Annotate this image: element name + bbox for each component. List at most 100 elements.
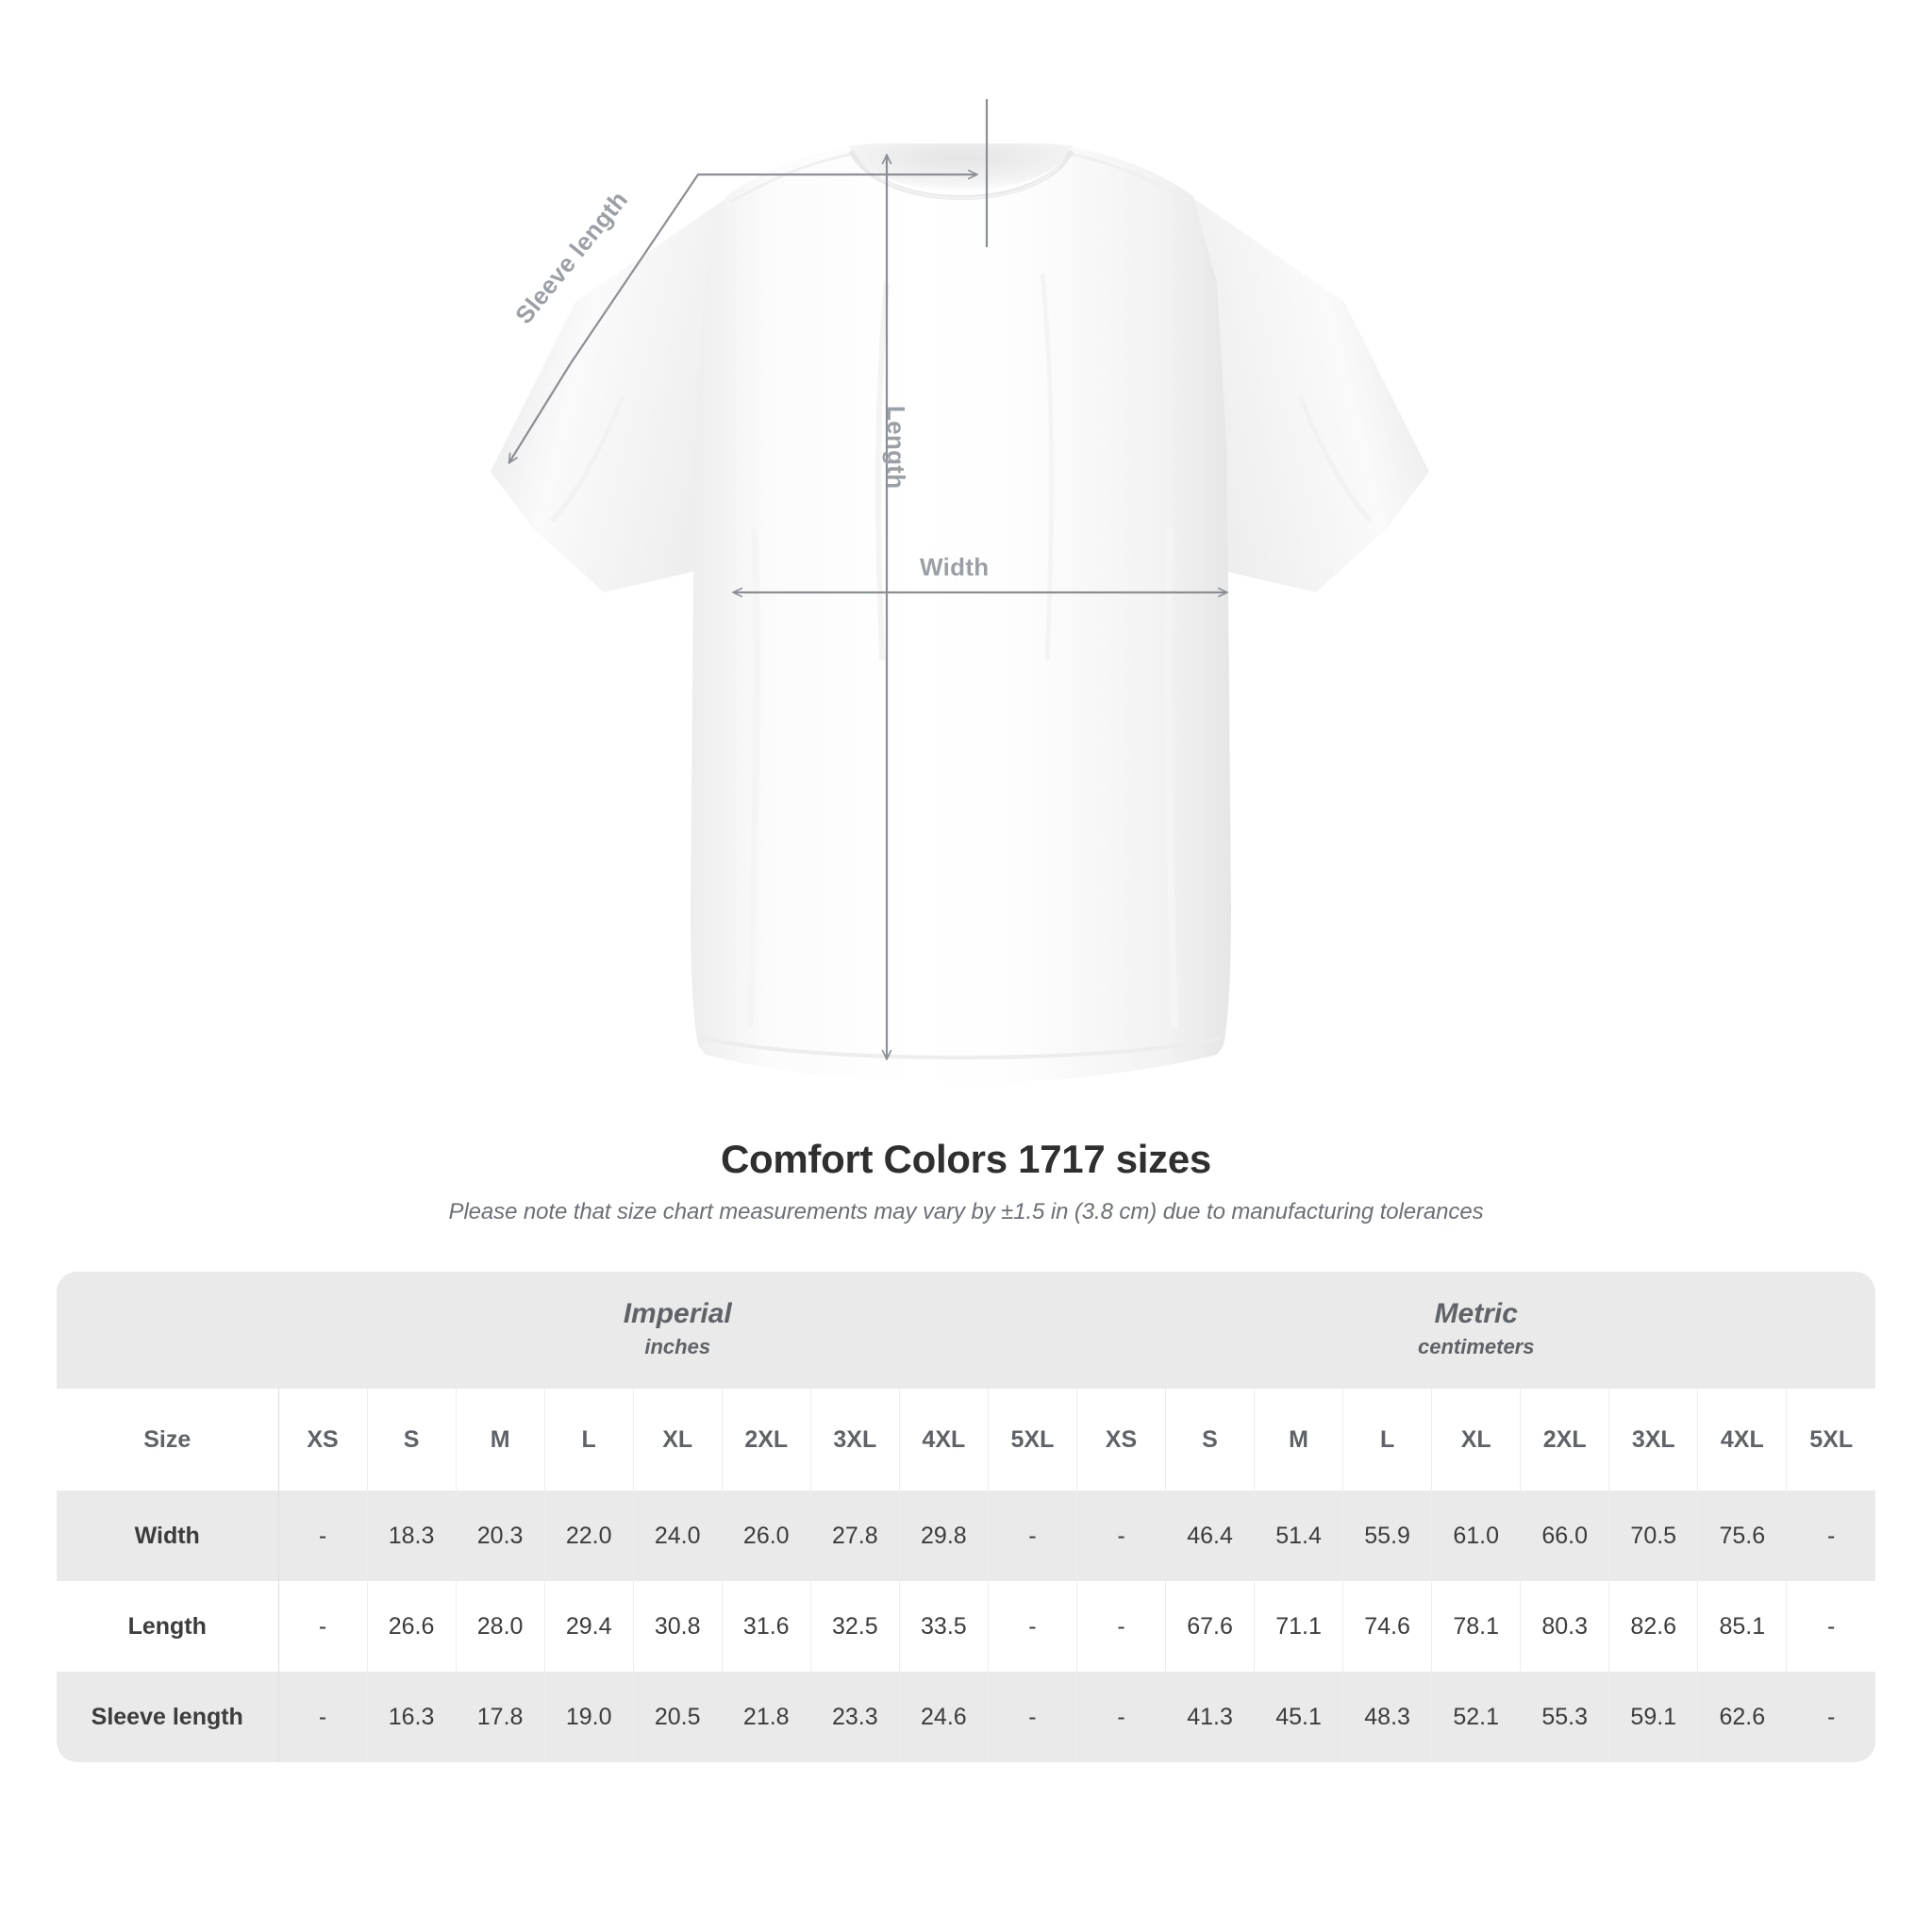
page-title: Comfort Colors 1717 sizes: [720, 1137, 1211, 1181]
cell-width-metric-xl: 61.0: [1431, 1491, 1522, 1581]
size-chart-table-container: Imperial inches Metric centimeters Size X…: [57, 1272, 1875, 1762]
cell-width-metric-2xl: 66.0: [1520, 1491, 1610, 1581]
cell-width-metric-l: 55.9: [1342, 1491, 1433, 1581]
unit-group-metric-sub: centimeters: [1417, 1334, 1535, 1358]
cell-length-imperial-s: 26.6: [367, 1581, 457, 1672]
table-row: Width -18.3 20.3 22.0 24.0 26.0 27.8 29.8- -46.4…: [57, 1491, 1875, 1581]
cell-sleeve-length-imperial-xs: -: [278, 1672, 368, 1762]
size-chart-table: Imperial inches Metric centimeters Size X…: [57, 1272, 1875, 1762]
cell-width-imperial-4xl: 29.8: [899, 1491, 989, 1581]
table-row: Length -26.6 28.0 29.4 30.8 31.6 32.5 33.5- -67.…: [57, 1581, 1875, 1672]
cell-length-imperial-l: 29.4: [544, 1581, 634, 1672]
cell-sleeve-length-imperial-s: 16.3: [367, 1672, 457, 1762]
size-chart-tbody: Width -18.3 20.3 22.0 24.0 26.0 27.8 29.8- -46.4…: [57, 1491, 1875, 1762]
size-header-metric-xs: XS: [1075, 1389, 1167, 1491]
cell-width-imperial-2xl: 26.0: [722, 1491, 811, 1581]
cell-sleeve-length-imperial-m: 17.8: [456, 1672, 545, 1762]
cell-sleeve-length-metric-xs: -: [1075, 1672, 1167, 1762]
size-header-metric-3xl: 3XL: [1608, 1389, 1699, 1491]
cell-sleeve-length-imperial-4xl: 24.6: [899, 1672, 989, 1762]
cell-length-imperial-5xl: -: [988, 1581, 1077, 1672]
size-header-metric-m: M: [1254, 1389, 1344, 1491]
cell-sleeve-length-imperial-3xl: 23.3: [810, 1672, 900, 1762]
size-header-imperial-xs: XS: [278, 1389, 368, 1491]
cell-sleeve-length-metric-xl: 52.1: [1431, 1672, 1522, 1762]
size-header-imperial-s: S: [367, 1389, 457, 1491]
cell-width-metric-m: 51.4: [1254, 1491, 1344, 1581]
size-header-metric-5xl: 5XL: [1786, 1389, 1875, 1491]
size-header-imperial-4xl: 4XL: [899, 1389, 989, 1491]
unit-group-metric: Metric centimeters: [1076, 1272, 1875, 1389]
cell-length-imperial-2xl: 31.6: [722, 1581, 811, 1672]
size-header-imperial-5xl: 5XL: [988, 1389, 1077, 1491]
cell-width-metric-xs: -: [1075, 1491, 1167, 1581]
cell-length-imperial-3xl: 32.5: [810, 1581, 900, 1672]
cell-length-metric-l: 74.6: [1342, 1581, 1433, 1672]
cell-width-imperial-m: 20.3: [456, 1491, 545, 1581]
cell-sleeve-length-metric-2xl: 55.3: [1520, 1672, 1610, 1762]
cell-length-metric-xl: 78.1: [1431, 1581, 1522, 1672]
cell-width-metric-3xl: 70.5: [1608, 1491, 1699, 1581]
unit-spacer-cell: [57, 1272, 278, 1389]
cell-length-metric-3xl: 82.6: [1608, 1581, 1699, 1672]
size-header-metric-l: L: [1342, 1389, 1433, 1491]
size-header-imperial-2xl: 2XL: [722, 1389, 811, 1491]
row-label-length: Length: [57, 1581, 279, 1672]
cell-length-imperial-m: 28.0: [456, 1581, 545, 1672]
size-header-metric-4xl: 4XL: [1697, 1389, 1788, 1491]
cell-sleeve-length-metric-5xl: -: [1786, 1672, 1875, 1762]
tolerance-note: Please note that size chart measurements…: [448, 1199, 1484, 1224]
cell-sleeve-length-metric-s: 41.3: [1165, 1672, 1256, 1762]
length-label: Length: [882, 406, 910, 490]
cell-width-imperial-3xl: 27.8: [810, 1491, 900, 1581]
cell-length-metric-5xl: -: [1786, 1581, 1875, 1672]
table-row: Sleeve length -16.3 17.8 19.0 20.5 21.8 23.3 24…: [57, 1672, 1875, 1762]
cell-sleeve-length-imperial-2xl: 21.8: [722, 1672, 811, 1762]
unit-group-imperial: Imperial inches: [278, 1272, 1077, 1389]
cell-width-metric-5xl: -: [1786, 1491, 1875, 1581]
size-chart-thead: Imperial inches Metric centimeters Size X…: [57, 1272, 1875, 1491]
unit-group-imperial-sub: inches: [644, 1334, 711, 1358]
cell-sleeve-length-metric-4xl: 62.6: [1697, 1672, 1788, 1762]
size-header-imperial-m: M: [456, 1389, 545, 1491]
cell-length-imperial-xl: 30.8: [633, 1581, 723, 1672]
size-header-metric-xl: XL: [1431, 1389, 1522, 1491]
size-header-metric-s: S: [1165, 1389, 1256, 1491]
tshirt-collar: [849, 143, 1074, 192]
cell-length-metric-xs: -: [1075, 1581, 1167, 1672]
tshirt-left-sleeve: [491, 198, 736, 592]
cell-length-metric-2xl: 80.3: [1520, 1581, 1610, 1672]
size-header-imperial-3xl: 3XL: [810, 1389, 900, 1491]
unit-group-imperial-name: Imperial: [623, 1298, 732, 1330]
unit-group-metric-name: Metric: [1434, 1298, 1518, 1330]
cell-width-imperial-xs: -: [278, 1491, 368, 1581]
cell-sleeve-length-metric-m: 45.1: [1254, 1672, 1344, 1762]
cell-width-imperial-s: 18.3: [367, 1491, 457, 1581]
title-block: Comfort Colors 1717 sizes Please note th…: [0, 1137, 1932, 1225]
cell-sleeve-length-imperial-xl: 20.5: [633, 1672, 723, 1762]
size-header-row: Size XS S M L XL 2XL 3XL 4XL 5XL XS S M L XL 2XL 3XL 4XL 5…: [57, 1389, 1875, 1491]
tshirt-diagram: Sleeve length Length Width: [491, 99, 1429, 1083]
size-header-imperial-xl: XL: [633, 1389, 723, 1491]
cell-sleeve-length-imperial-l: 19.0: [544, 1672, 634, 1762]
cell-length-metric-m: 71.1: [1254, 1581, 1344, 1672]
tshirt-right-sleeve: [1184, 198, 1429, 592]
cell-width-metric-4xl: 75.6: [1697, 1491, 1788, 1581]
unit-header-row: Imperial inches Metric centimeters: [57, 1272, 1875, 1389]
cell-length-imperial-xs: -: [278, 1581, 368, 1672]
width-label: Width: [920, 553, 990, 581]
row-label-width: Width: [57, 1491, 279, 1581]
tshirt-body: [691, 143, 1231, 1083]
row-label-sleeve-length: Sleeve length: [57, 1672, 279, 1762]
cell-width-imperial-xl: 24.0: [633, 1491, 723, 1581]
cell-sleeve-length-imperial-5xl: -: [988, 1672, 1077, 1762]
size-header-imperial-l: L: [544, 1389, 634, 1491]
size-header-label: Size: [57, 1389, 279, 1491]
cell-width-imperial-l: 22.0: [544, 1491, 634, 1581]
cell-length-metric-4xl: 85.1: [1697, 1581, 1788, 1672]
tshirt-illustration: [491, 99, 1429, 1083]
cell-sleeve-length-metric-3xl: 59.1: [1608, 1672, 1699, 1762]
cell-width-imperial-5xl: -: [988, 1491, 1077, 1581]
cell-sleeve-length-metric-l: 48.3: [1342, 1672, 1433, 1762]
cell-width-metric-s: 46.4: [1165, 1491, 1256, 1581]
